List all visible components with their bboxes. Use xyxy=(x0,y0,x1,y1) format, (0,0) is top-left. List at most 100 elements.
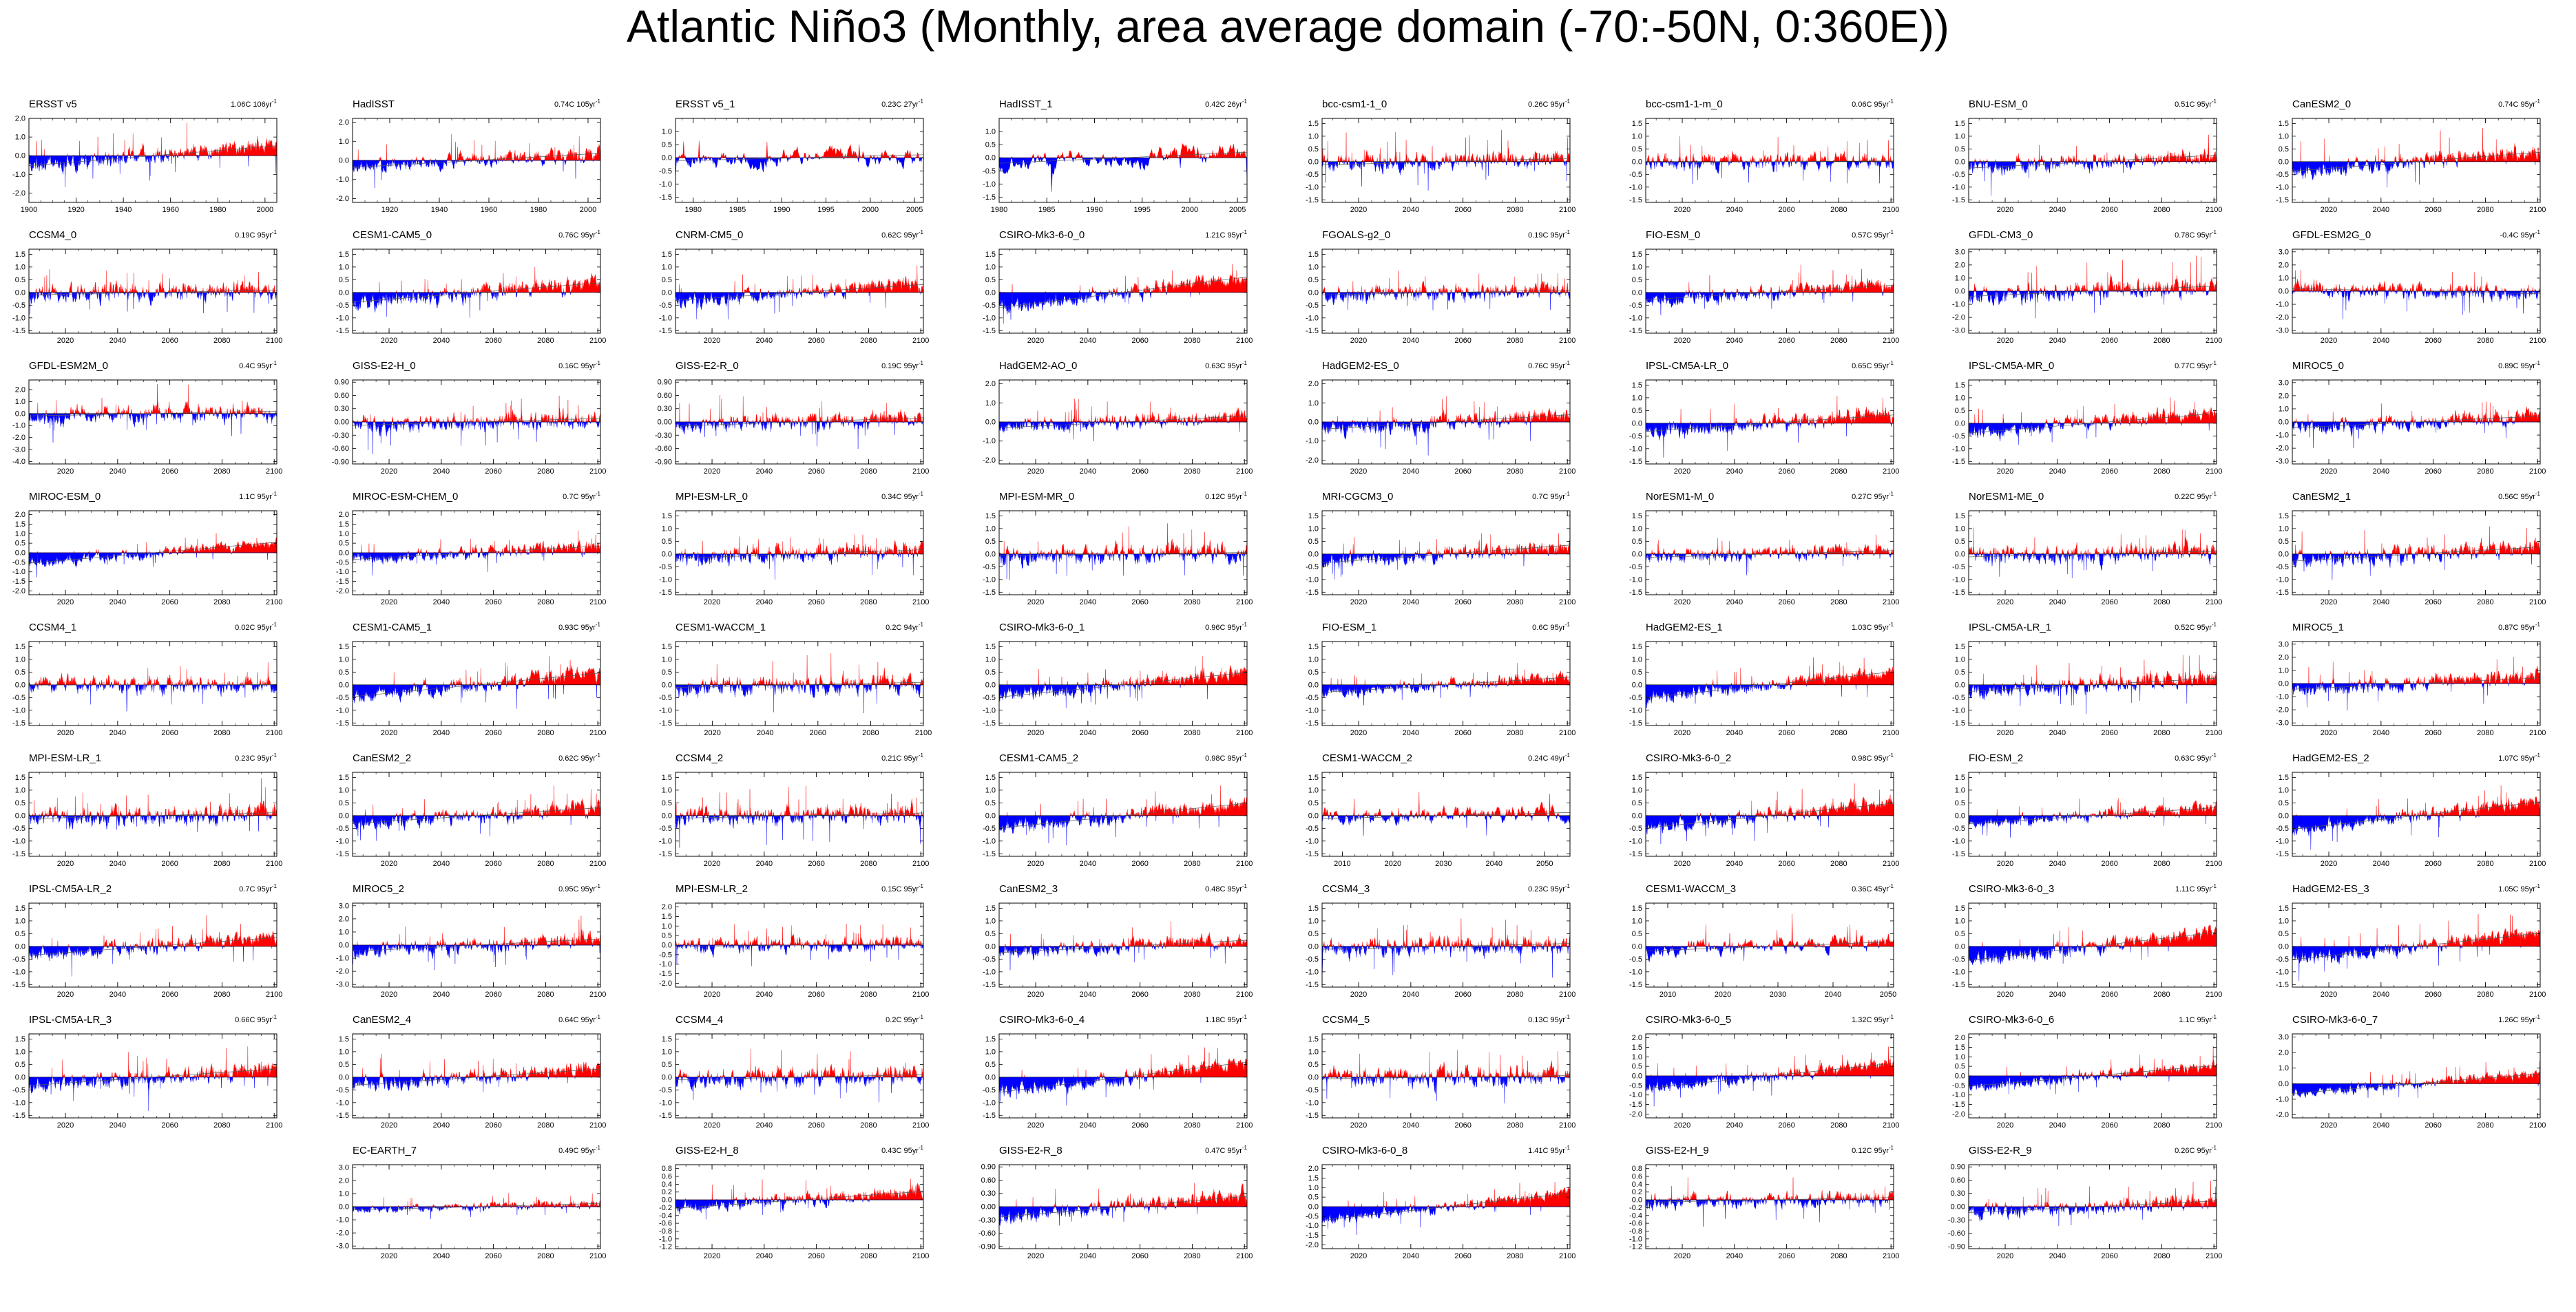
positive-anomaly-area xyxy=(1322,129,1571,162)
plot-area: 1.5 1.0 0.5 0.0 -0.5 -1.0 -1.5 2020 2040 2060 2080… xyxy=(1952,772,2222,868)
y-tick-label: 0.00 xyxy=(658,419,672,427)
negative-anomaly-area xyxy=(675,421,923,449)
y-tick-label: -1.5 xyxy=(336,1112,349,1120)
y-tick-label: 1.0 xyxy=(662,525,672,533)
y-tick-label: 1.5 xyxy=(15,520,25,529)
y-tick-label: -2.0 xyxy=(336,968,349,976)
x-tick-label: 2040 xyxy=(109,991,126,999)
positive-anomaly-area xyxy=(2292,526,2541,555)
y-tick-label: 1.0 xyxy=(1955,917,1965,925)
plot-frame xyxy=(998,118,1248,203)
positive-anomaly-area xyxy=(353,530,601,553)
panel-title: FGOALS-g2_0 xyxy=(1322,229,1390,241)
x-tick-label: 2060 xyxy=(1454,991,1471,999)
y-tick-label: -0.5 xyxy=(1306,563,1319,571)
y-tick-label: 1.5 xyxy=(662,1035,672,1044)
positive-anomaly-area xyxy=(353,134,601,161)
plot-frame xyxy=(998,902,1248,988)
panel-trend-exponent: -1 xyxy=(272,622,278,628)
negative-anomaly-area xyxy=(352,815,600,841)
y-tick-label: -1.5 xyxy=(336,578,349,586)
x-tick-label: 2100 xyxy=(266,337,282,345)
panel-title: GFDL-ESM2M_0 xyxy=(29,360,108,372)
plot-frame xyxy=(1645,510,1894,595)
y-tick-label: 0.5 xyxy=(985,799,996,807)
y-tick-label: -0.5 xyxy=(659,694,672,702)
panel-trend-value: 0.65C 95yr xyxy=(1852,362,1889,370)
plot-area: 1.5 1.0 0.5 0.0 -0.5 -1.0 -1.5 2020 2040 2060 2080… xyxy=(2276,118,2546,214)
positive-anomaly-area xyxy=(1969,397,2217,424)
panel-trend-label: 0.74C 105yr-1 xyxy=(554,98,601,109)
y-tick-label: 1.5 xyxy=(985,904,996,913)
y-tick-label: 2.0 xyxy=(1955,261,1965,269)
x-tick-label: 2040 xyxy=(1080,467,1096,476)
y-tick-label: 0.5 xyxy=(662,538,672,546)
chart-panel: CESM1-WACCM_2 0.24C 49yr-1 1.5 1.0 0.5 0.0 -0.… xyxy=(1306,752,1571,868)
panel-trend-value: 0.16C 95yr xyxy=(558,362,596,370)
x-tick-label: 2080 xyxy=(1830,337,1847,345)
panel-trend-exponent: -1 xyxy=(272,98,278,105)
x-tick-label: 2100 xyxy=(912,467,929,476)
plot-area: 1.5 1.0 0.5 0.0 -0.5 -1.0 -1.5 2020 2040 2060 2080… xyxy=(1629,510,1899,606)
panel-trend-label: 0.51C 95yr-1 xyxy=(2175,98,2217,109)
chart-panel: HadGEM2-ES_1 1.03C 95yr-1 1.5 1.0 0.5 0.0 -0.5… xyxy=(1629,622,1899,737)
chart-panel: CCSM4_3 0.23C 95yr-1 1.5 1.0 0.5 0.0 -0.5 -1.0 -… xyxy=(1306,883,1575,999)
y-tick-label: -1.0 xyxy=(983,180,996,189)
x-tick-label: 2080 xyxy=(860,598,877,606)
positive-anomaly-area xyxy=(999,399,1248,423)
positive-anomaly-area xyxy=(676,395,924,423)
plot-area: 1.5 1.0 0.5 0.0 -0.5 -1.0 -1.5 2020 2040 2060 2080… xyxy=(1629,772,1899,868)
y-tick-label: 0.0 xyxy=(15,152,25,160)
plot-frame xyxy=(675,641,924,726)
positive-anomaly-area xyxy=(2292,270,2541,292)
x-tick-label: 2020 xyxy=(381,467,397,476)
panel-trend-value: 0.66C 95yr xyxy=(235,1016,272,1024)
panel-trend-value: -0.4C 95yr xyxy=(2500,231,2536,240)
plot-area: 1.5 1.0 0.5 0.0 -0.5 -1.0 -1.5 2020 2040 2060 2080… xyxy=(2276,902,2546,999)
y-tick-label: 0.0 xyxy=(1632,812,1642,820)
panel-title: FIO-ESM_2 xyxy=(1969,752,2023,764)
y-tick-label: 2.0 xyxy=(339,915,349,923)
panel-trend-value: 0.27C 95yr xyxy=(1852,493,1889,501)
positive-anomaly-area xyxy=(1969,797,2217,816)
y-tick-label: -1.0 xyxy=(336,955,349,963)
y-tick-label: 1.0 xyxy=(985,525,996,533)
negative-anomaly-area xyxy=(1968,946,2217,965)
x-tick-label: 2100 xyxy=(2206,598,2222,606)
panel-trend-value: 0.26C 95yr xyxy=(1528,100,1565,109)
panel-trend-value: 0.98C 95yr xyxy=(1852,754,1889,763)
panel-trend-label: 0.57C 95yr-1 xyxy=(1852,229,1894,240)
positive-anomaly-area xyxy=(999,264,1248,293)
x-tick-label: 2010 xyxy=(1659,991,1676,999)
x-tick-label: 2080 xyxy=(1184,729,1200,737)
chart-panel: CESM1-CAM5_0 0.76C 95yr-1 1.5 1.0 0.5 0.0 -0.5… xyxy=(336,229,606,345)
y-tick-label: 1.5 xyxy=(662,643,672,651)
plot-frame xyxy=(28,1033,278,1119)
x-tick-label: 2100 xyxy=(266,860,282,868)
positive-anomaly-area xyxy=(1646,534,1894,555)
x-tick-label: 2080 xyxy=(537,1121,554,1130)
x-tick-label: 2060 xyxy=(161,337,178,345)
positive-anomaly-area xyxy=(999,656,1248,686)
panel-trend-exponent: -1 xyxy=(2535,883,2541,889)
x-tick-label: 2060 xyxy=(2101,467,2117,476)
y-tick-label: 1.0 xyxy=(1632,132,1642,140)
y-tick-label: -1.5 xyxy=(336,850,349,858)
panel-trend-exponent: -1 xyxy=(1889,229,1894,235)
x-tick-label: 2080 xyxy=(2153,467,2170,476)
trend-line xyxy=(1968,677,2217,692)
plot-frame xyxy=(1321,118,1571,203)
x-tick-label: 2060 xyxy=(2425,206,2441,214)
chart-panel: CCSM4_0 0.19C 95yr-1 1.5 1.0 0.5 0.0 -0.5 -1.0 -… xyxy=(12,229,282,345)
positive-anomaly-area xyxy=(353,655,601,686)
x-tick-label: 2020 xyxy=(2321,729,2337,737)
panel-trend-value: 0.62C 95yr xyxy=(558,754,596,763)
trend-line xyxy=(1968,155,2217,169)
panel-trend-label: 0.36C 45yr-1 xyxy=(1852,883,1894,893)
y-tick-label: 1.0 xyxy=(1308,786,1319,794)
x-tick-label: 2100 xyxy=(912,337,929,345)
y-tick-label: 0.5 xyxy=(15,668,25,677)
y-tick-label: -1.5 xyxy=(2276,981,2289,989)
y-tick-label: -1.0 xyxy=(1306,837,1319,845)
